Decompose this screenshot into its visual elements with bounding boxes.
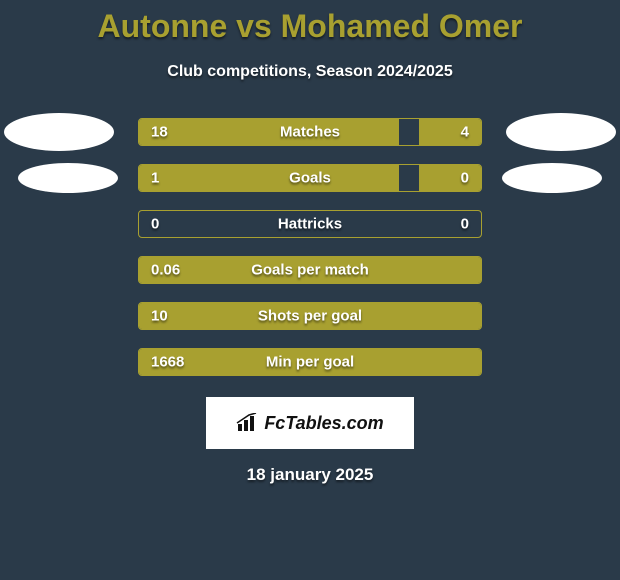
stat-label: Matches [280, 124, 340, 141]
stat-label: Hattricks [278, 216, 342, 233]
stat-value-left: 0 [151, 216, 159, 233]
subtitle: Club competitions, Season 2024/2025 [0, 63, 620, 81]
bar-fill-right [419, 119, 481, 145]
stat-row: 1668 Min per goal [0, 339, 620, 385]
stat-bar: 1 0 Goals [138, 164, 482, 192]
bar-gap [399, 119, 420, 145]
bar-gap [399, 165, 420, 191]
stat-value-right: 0 [461, 170, 469, 187]
stat-bar: 0.06 Goals per match [138, 256, 482, 284]
player-avatar-right [502, 163, 602, 193]
stat-value-right: 0 [461, 216, 469, 233]
player-avatar-left [4, 113, 114, 151]
stat-label: Goals per match [251, 262, 369, 279]
stat-value-left: 10 [151, 308, 168, 325]
bar-fill-right [419, 165, 481, 191]
stat-label: Shots per goal [258, 308, 362, 325]
stat-row: 1 0 Goals [0, 155, 620, 201]
logo: FcTables.com [206, 397, 414, 449]
stat-bar: 0 0 Hattricks [138, 210, 482, 238]
stat-bar: 1668 Min per goal [138, 348, 482, 376]
stat-bar: 10 Shots per goal [138, 302, 482, 330]
stat-bar: 18 4 Matches [138, 118, 482, 146]
bar-fill-left [139, 119, 399, 145]
chart-icon [236, 413, 260, 433]
stat-row: 0.06 Goals per match [0, 247, 620, 293]
date-text: 18 january 2025 [0, 465, 620, 485]
stat-value-left: 18 [151, 124, 168, 141]
stat-value-left: 1668 [151, 354, 184, 371]
player-avatar-left [18, 163, 118, 193]
stat-label: Goals [289, 170, 331, 187]
logo-text: FcTables.com [264, 413, 383, 434]
stat-row: 18 4 Matches [0, 109, 620, 155]
page-title: Autonne vs Mohamed Omer [0, 0, 620, 45]
stat-label: Min per goal [266, 354, 354, 371]
stat-value-right: 4 [461, 124, 469, 141]
stat-value-left: 1 [151, 170, 159, 187]
stat-row: 10 Shots per goal [0, 293, 620, 339]
stat-value-left: 0.06 [151, 262, 180, 279]
stat-row: 0 0 Hattricks [0, 201, 620, 247]
stat-rows: 184Matches10Goals00Hattricks0.06Goals pe… [0, 109, 620, 385]
bar-fill-left [139, 165, 399, 191]
player-avatar-right [506, 113, 616, 151]
